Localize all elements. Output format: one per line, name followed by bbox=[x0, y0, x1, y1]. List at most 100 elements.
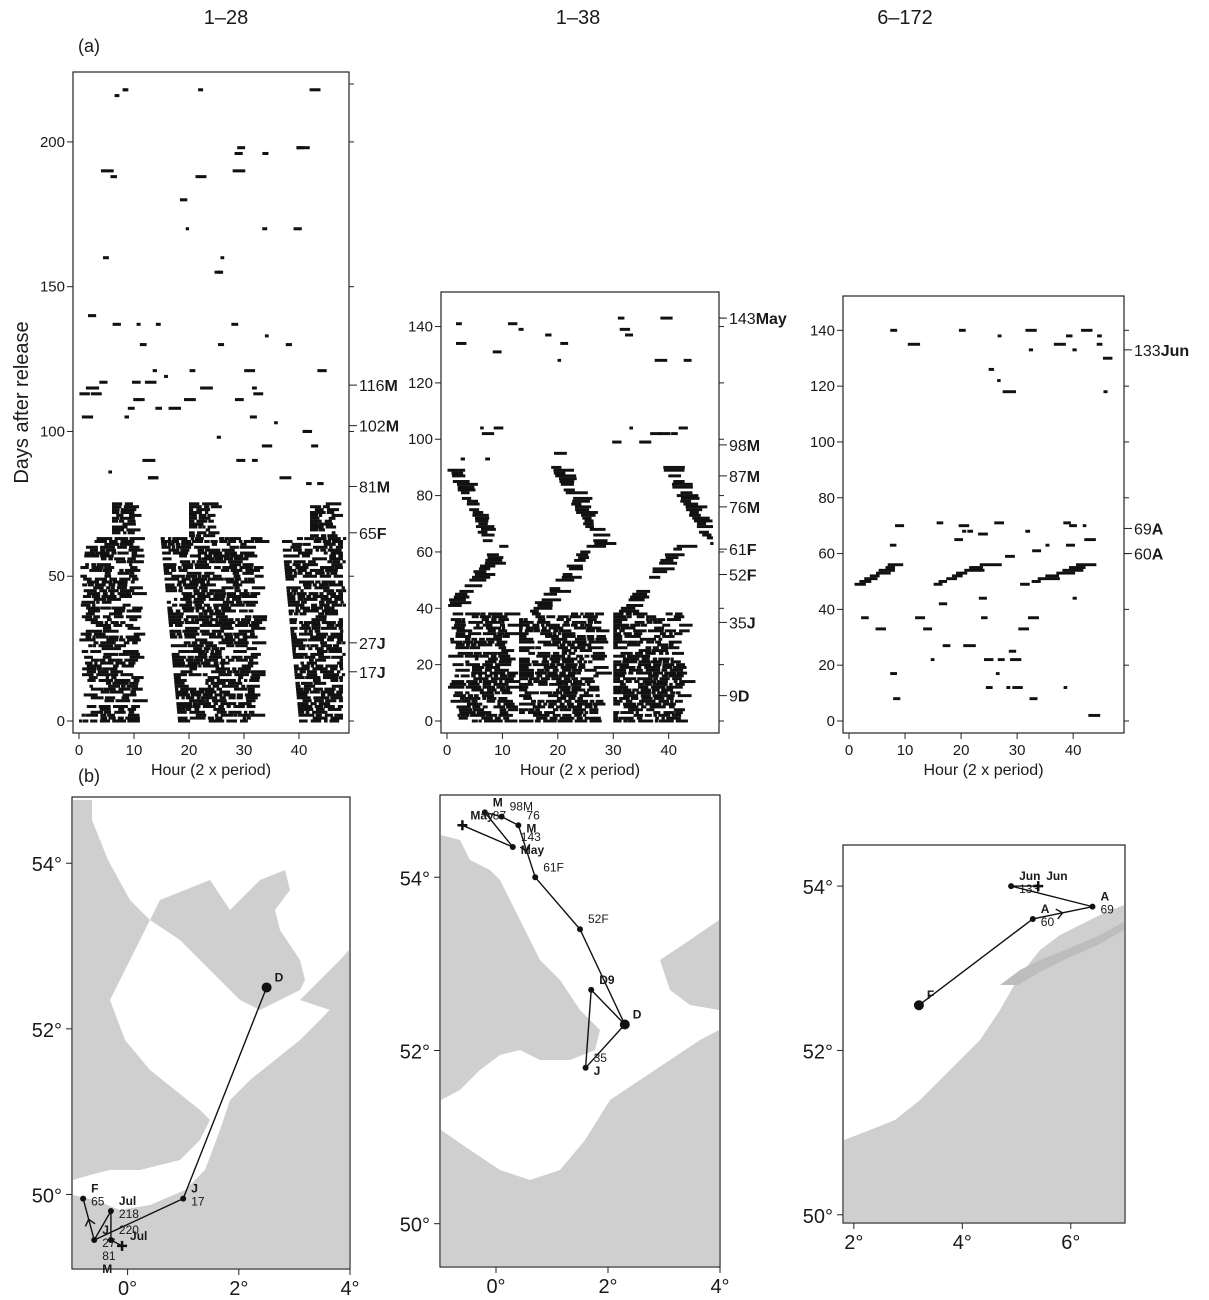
activity-mark bbox=[206, 580, 210, 584]
activity-mark bbox=[126, 684, 138, 688]
activity-mark bbox=[118, 687, 131, 691]
activity-mark bbox=[242, 571, 254, 575]
activity-mark bbox=[659, 677, 670, 681]
activity-mark bbox=[662, 702, 676, 706]
activity-mark bbox=[226, 670, 233, 674]
activity-mark bbox=[185, 707, 192, 711]
activity-mark bbox=[342, 652, 346, 656]
activity-mark bbox=[108, 589, 119, 593]
activity-mark bbox=[221, 684, 235, 688]
activity-mark bbox=[219, 690, 231, 694]
activity-mark bbox=[87, 609, 101, 613]
activity-mark bbox=[233, 632, 248, 636]
track-point bbox=[532, 874, 539, 881]
activity-mark bbox=[639, 440, 652, 444]
activity-mark bbox=[176, 583, 182, 587]
activity-mark bbox=[226, 580, 239, 584]
activity-mark bbox=[542, 626, 547, 630]
activity-mark bbox=[223, 693, 236, 697]
activity-mark bbox=[86, 580, 100, 584]
activity-mark bbox=[471, 637, 478, 641]
activity-mark bbox=[127, 707, 137, 711]
activity-mark bbox=[638, 660, 651, 664]
activity-mark bbox=[540, 632, 553, 636]
activity-mark bbox=[187, 644, 204, 648]
activity-mark bbox=[237, 638, 248, 642]
activity-mark bbox=[142, 458, 156, 462]
activity-mark bbox=[465, 685, 482, 689]
activity-mark bbox=[621, 691, 635, 695]
event-label: 60A bbox=[1134, 547, 1164, 564]
activity-mark bbox=[562, 623, 570, 627]
activity-mark bbox=[170, 644, 188, 648]
activity-mark bbox=[187, 655, 194, 659]
activity-mark bbox=[460, 491, 470, 495]
lat-tick-label: 50° bbox=[400, 1215, 430, 1237]
y-tick-label: 150 bbox=[40, 279, 65, 296]
activity-mark bbox=[613, 663, 629, 667]
activity-mark bbox=[180, 597, 192, 601]
activity-mark bbox=[129, 681, 139, 685]
activity-mark bbox=[577, 660, 583, 664]
activity-mark bbox=[84, 554, 100, 558]
activity-mark bbox=[1018, 627, 1030, 631]
activity-mark bbox=[162, 557, 172, 561]
activity-mark bbox=[561, 649, 572, 653]
activity-mark bbox=[655, 640, 661, 644]
activity-mark bbox=[238, 713, 251, 717]
activity-mark bbox=[464, 654, 480, 658]
activity-mark bbox=[281, 539, 293, 544]
activity-mark bbox=[108, 612, 123, 616]
lon-tick-label: 0° bbox=[118, 1278, 137, 1300]
activity-mark bbox=[493, 426, 504, 430]
activity-mark bbox=[212, 684, 220, 688]
activity-mark bbox=[656, 680, 668, 684]
activity-mark bbox=[193, 592, 206, 596]
activity-mark bbox=[988, 367, 995, 371]
activity-mark bbox=[630, 595, 650, 599]
activity-mark bbox=[132, 699, 148, 703]
activity-mark bbox=[104, 699, 115, 703]
activity-mark bbox=[466, 499, 478, 503]
activity-mark bbox=[93, 597, 107, 601]
activity-mark bbox=[640, 688, 652, 692]
activity-mark bbox=[237, 667, 251, 671]
activity-mark bbox=[561, 668, 572, 672]
y-tick-label: 120 bbox=[810, 378, 835, 395]
activity-mark bbox=[80, 603, 91, 607]
activity-mark bbox=[99, 707, 111, 711]
activity-mark bbox=[118, 638, 126, 642]
activity-mark bbox=[194, 603, 203, 607]
activity-mark bbox=[87, 583, 94, 587]
activity-mark bbox=[613, 643, 618, 647]
activity-mark bbox=[243, 600, 258, 604]
activity-mark bbox=[586, 626, 602, 630]
activity-mark bbox=[249, 415, 257, 419]
activity-mark bbox=[586, 682, 591, 686]
activity-mark bbox=[81, 649, 89, 654]
activity-mark bbox=[202, 525, 206, 529]
activity-mark bbox=[110, 670, 124, 674]
activity-mark bbox=[96, 600, 100, 604]
activity-mark bbox=[524, 691, 539, 695]
activity-mark bbox=[485, 626, 490, 630]
activity-mark bbox=[189, 710, 206, 714]
activity-mark bbox=[997, 334, 1002, 338]
activity-mark bbox=[640, 623, 648, 627]
activity-mark bbox=[205, 678, 215, 682]
activity-mark bbox=[577, 696, 583, 700]
activity-mark bbox=[292, 652, 308, 656]
activity-mark bbox=[473, 677, 489, 681]
y-tick-label: 140 bbox=[408, 319, 433, 336]
activity-mark bbox=[99, 658, 106, 662]
activity-mark bbox=[250, 713, 266, 717]
activity-mark bbox=[613, 702, 621, 706]
activity-mark bbox=[102, 626, 112, 630]
activity-mark bbox=[543, 665, 558, 669]
activity-mark bbox=[108, 583, 116, 587]
activity-mark bbox=[861, 616, 869, 620]
activity-mark bbox=[339, 678, 343, 682]
activity-mark bbox=[670, 657, 674, 661]
activity-mark bbox=[297, 705, 313, 709]
activity-mark bbox=[128, 563, 133, 567]
